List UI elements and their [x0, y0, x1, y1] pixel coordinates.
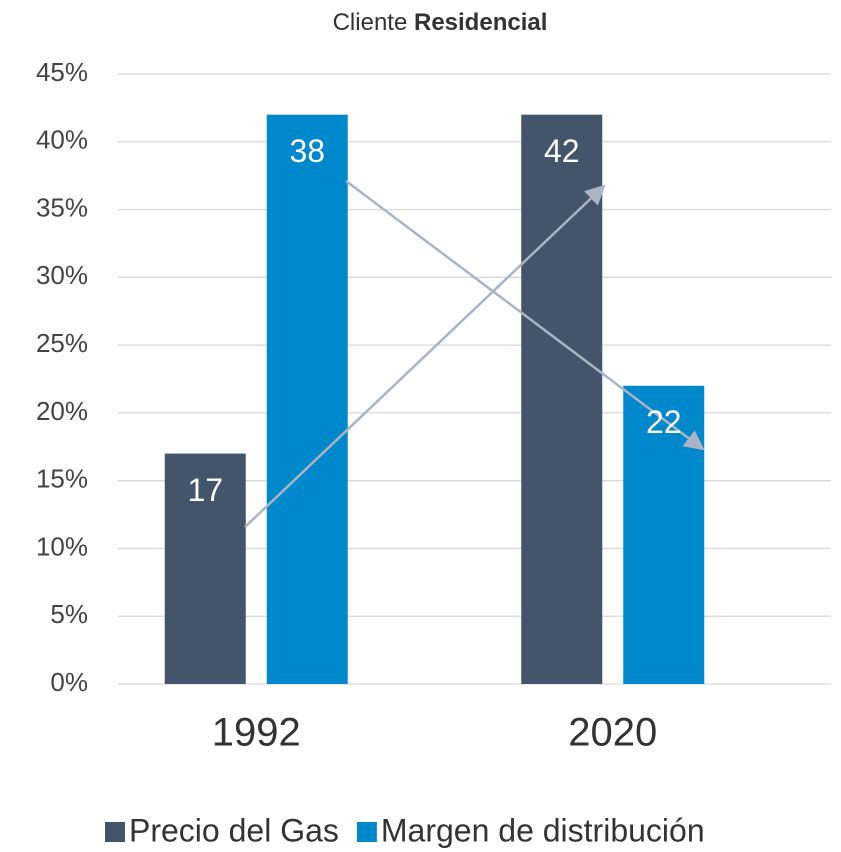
legend-label: Margen de distribución [381, 812, 705, 848]
y-tick-label: 20% [36, 396, 88, 426]
y-tick-label: 35% [36, 192, 88, 222]
y-tick-label: 25% [36, 328, 88, 358]
x-tick-label: 1992 [212, 711, 301, 755]
chart-title: Cliente Residencial [333, 9, 548, 36]
legend-swatch [105, 822, 125, 842]
data-label: 42 [544, 133, 580, 169]
x-tick-label: 2020 [568, 711, 657, 755]
bar [266, 114, 348, 684]
y-tick-label: 10% [36, 531, 88, 561]
arrow [244, 184, 606, 528]
legend-item: Margen de distribución [356, 812, 705, 848]
title-text: Cliente [333, 9, 408, 36]
legend-item: Precio del Gas [105, 812, 339, 848]
legend-swatch [356, 822, 377, 842]
arrows [244, 180, 705, 528]
legend-label: Precio del Gas [129, 812, 339, 848]
y-tick-label: 30% [36, 260, 88, 290]
bar [164, 453, 246, 684]
y-tick-label: 15% [36, 464, 88, 494]
y-tick-label: 40% [36, 125, 88, 155]
data-label: 22 [646, 404, 682, 440]
title-bold: Residencial [414, 9, 547, 36]
data-label: 38 [289, 133, 325, 169]
y-tick-label: 5% [50, 599, 88, 629]
arrow [345, 180, 705, 451]
bar [521, 114, 603, 684]
y-tick-label: 45% [36, 57, 88, 87]
data-label: 17 [187, 472, 223, 508]
y-tick-label: 0% [50, 667, 88, 697]
